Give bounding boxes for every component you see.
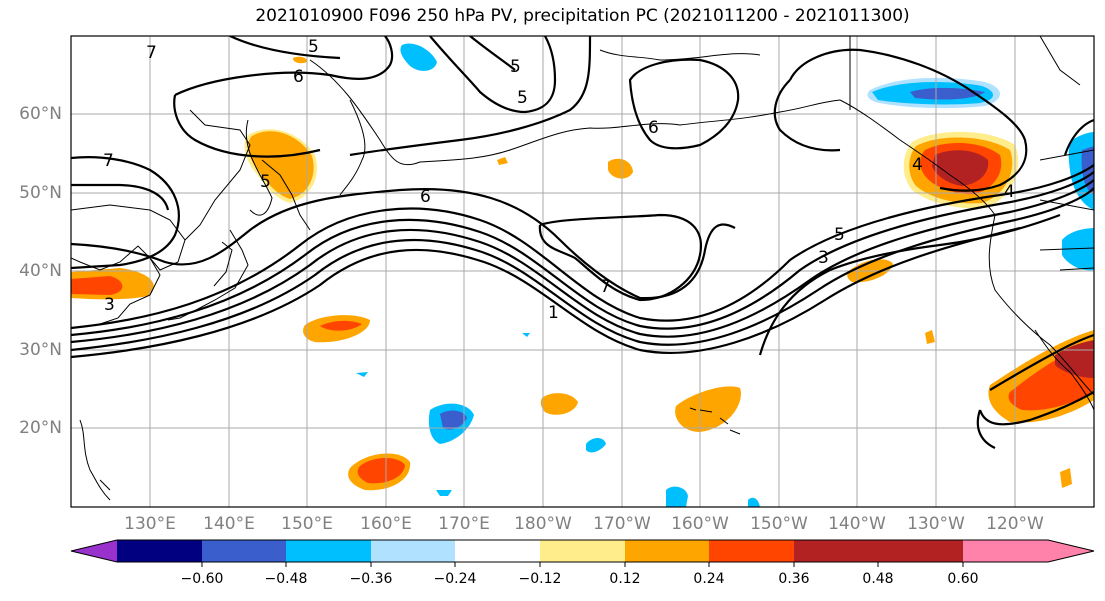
plot-frame bbox=[70, 35, 1095, 508]
contour-label: 6 bbox=[293, 67, 304, 87]
contour-label: 7 bbox=[103, 151, 114, 171]
colorbar-segment bbox=[455, 540, 540, 562]
lon-label: 150°E bbox=[281, 514, 333, 534]
colorbar-segment bbox=[625, 540, 709, 562]
contour-label: 6 bbox=[648, 118, 659, 138]
colorbar-tick-label: 0.24 bbox=[693, 571, 725, 587]
lon-label: 140°E bbox=[203, 514, 255, 534]
lon-label: 160°E bbox=[360, 514, 412, 534]
lon-label: 150°W bbox=[750, 514, 808, 534]
lon-label: 130°E bbox=[124, 514, 176, 534]
colorbar-tick-label: −0.48 bbox=[264, 571, 308, 587]
map-plot-area: 7 5 6 7 5 6 5 6 4 4 5 3 7 1 3 5 bbox=[71, 36, 1094, 507]
colorbar-segment bbox=[202, 540, 286, 562]
contour-label: 7 bbox=[146, 43, 157, 63]
contour-label: 6 bbox=[420, 187, 431, 207]
lon-label: 170°W bbox=[593, 514, 651, 534]
coastlines bbox=[71, 36, 1094, 501]
contour-label: 3 bbox=[104, 295, 115, 315]
colorbar-tick-label: −0.12 bbox=[518, 571, 562, 587]
lon-label: 170°E bbox=[438, 514, 490, 534]
colorbar-segment bbox=[878, 540, 963, 562]
contour-label: 3 bbox=[818, 248, 829, 268]
colorbar-extend-max bbox=[963, 540, 1094, 562]
colorbar-extend-min bbox=[71, 540, 117, 562]
colorbar-segment bbox=[540, 540, 625, 562]
colorbar-tick-label: 0.12 bbox=[609, 571, 641, 587]
contour-label: 4 bbox=[1004, 182, 1015, 202]
contour-label: 5 bbox=[517, 88, 528, 108]
contour-label: 1 bbox=[548, 303, 559, 323]
lon-label: 140°W bbox=[828, 514, 886, 534]
colorbar-tick-label: 0.60 bbox=[947, 571, 979, 587]
lon-label: 120°W bbox=[986, 514, 1044, 534]
contour-label: 5 bbox=[510, 57, 521, 77]
pv-contours bbox=[71, 36, 1094, 449]
lat-label: 20°N bbox=[19, 418, 62, 438]
colorbar-segment bbox=[117, 540, 202, 562]
colorbar-segment bbox=[794, 540, 878, 562]
contour-label: 5 bbox=[834, 225, 845, 245]
contour-label: 5 bbox=[308, 37, 319, 57]
colorbar-tick-label: −0.36 bbox=[349, 571, 393, 587]
colorbar-tick-label: 0.36 bbox=[778, 571, 810, 587]
lon-label: 160°W bbox=[671, 514, 729, 534]
colorbar-segment bbox=[371, 540, 455, 562]
lon-label: 130°W bbox=[907, 514, 965, 534]
colorbar-segment bbox=[709, 540, 794, 562]
map-title: 2021010900 F096 250 hPa PV, precipitatio… bbox=[255, 6, 910, 26]
lat-label: 30°N bbox=[19, 340, 62, 360]
contour-label: 4 bbox=[912, 155, 923, 175]
colorbar-tick-label: 0.48 bbox=[862, 571, 894, 587]
colorbar-tick-label: −0.60 bbox=[180, 571, 224, 587]
lon-label: 180°W bbox=[514, 514, 572, 534]
lat-label: 40°N bbox=[19, 261, 62, 281]
lat-label: 60°N bbox=[19, 104, 62, 124]
colorbar-segment bbox=[286, 540, 371, 562]
contour-labels: 7 5 6 7 5 6 5 6 4 4 5 3 7 1 3 5 bbox=[103, 37, 1015, 323]
colorbar bbox=[70, 539, 1095, 567]
lat-label: 50°N bbox=[19, 183, 62, 203]
contour-label: 5 bbox=[260, 172, 271, 192]
contour-label: 7 bbox=[600, 277, 611, 297]
colorbar-tick-label: −0.24 bbox=[433, 571, 477, 587]
